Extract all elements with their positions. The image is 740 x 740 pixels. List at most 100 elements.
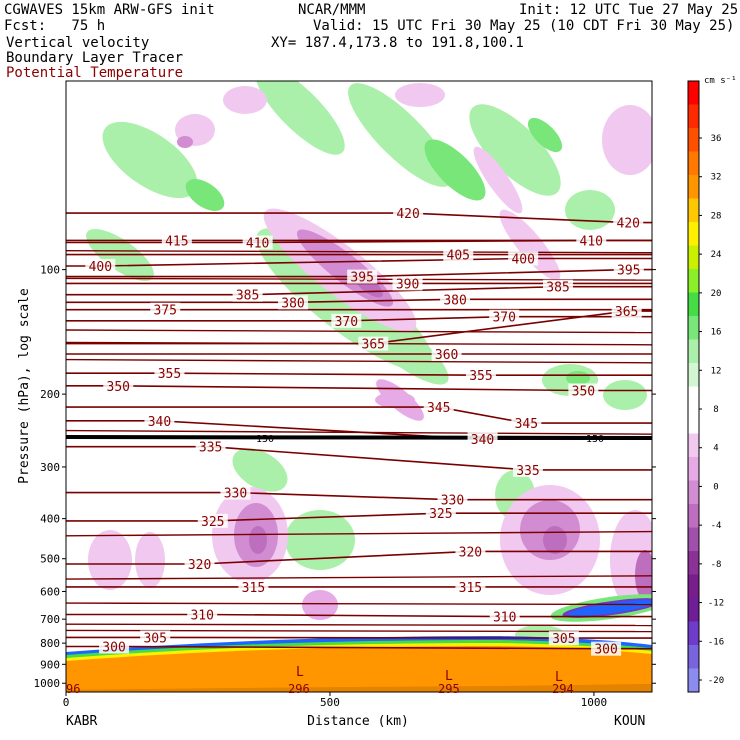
theta-label-bg [455,544,486,559]
surface-theta: 295 [438,682,460,696]
theta-label: 320 [459,545,482,560]
colorbar-swatch [688,269,699,293]
theta-contour-350 [66,385,652,392]
updraft-area [285,510,355,570]
model-title: CGWAVES 15km ARW-GFS init [4,2,215,18]
colorbar-swatch [688,386,699,411]
theta-contour [66,250,652,254]
colorbar-tick-label: 36 [711,134,722,144]
low-marker: L [555,670,563,685]
theta-label: 365 [615,305,638,320]
colorbar-swatch [688,457,699,481]
theta-contour-335 [66,445,652,471]
theta-label: 385 [236,289,259,304]
x-axis-label: Distance (km) [307,714,409,729]
theta-contour-305 [66,636,652,639]
y-tick-label: 100 [40,264,60,277]
init-time: Init: 12 UTC Tue 27 May 25 [519,2,739,18]
theta-label-bg [443,247,474,262]
updraft-area [565,190,615,230]
theta-label: 325 [201,515,224,530]
theta-label-bg [440,292,471,307]
colorbar-swatch [688,574,699,599]
theta-label-bg [150,302,181,317]
theta-label: 420 [396,207,419,222]
colorbar-tick-label: 28 [711,211,722,221]
downdraft-core [543,526,567,554]
y-tick-label: 900 [40,658,60,671]
theta-label-bg [576,233,607,248]
theta-label-bg [611,304,642,319]
theta-label-bg [220,485,251,500]
y-tick-label: 1000 [34,677,61,690]
surface-theta: 296 [288,682,310,696]
colorbar-swatch [688,316,699,340]
downdraft-area [135,532,165,588]
theta-label-bg [613,215,644,230]
x-axis: 0 500 1000 [63,692,607,709]
theta-label: 395 [617,264,640,279]
boundary-layer-top-line [65,435,653,440]
colorbar-swatch [688,128,699,152]
color-scale: 36 32 28 24 20 16 12 8 4 0 -4 -8 -12 -16 -20 [687,80,724,693]
surface-band [66,684,652,692]
colorbar-swatch [688,645,699,669]
colorbar-swatch [688,292,699,317]
theta-label-bg [161,233,192,248]
x-tick-label: 1000 [581,696,608,709]
theta-label-bg [455,579,486,594]
theta-label: 415 [165,234,188,249]
theta-label: 300 [102,640,125,655]
plot-frame [65,80,653,693]
theta-label-bg [511,416,542,431]
colorbar-tick-label: 32 [711,173,722,183]
colorbar-swatch [688,151,699,176]
theta-label: 370 [335,315,358,330]
theta-contour-330 [66,491,652,501]
colorbar-swatch [688,339,699,364]
theta-label-bg [568,383,599,398]
downdraft-area [88,530,132,590]
theta-label: 335 [199,441,222,456]
theta-label-bg [232,287,263,302]
y-tick-label: 600 [40,585,60,598]
theta-label-bg [489,609,520,624]
theta-label-bg [242,235,273,250]
y-tick-label: 800 [40,637,60,650]
colorbar-swatch [688,527,699,552]
theta-label-bg [467,432,498,447]
colorbar-swatch [688,104,699,129]
downdraft-area [395,83,445,107]
theta-label: 365 [362,338,385,353]
theta-label-bg [103,378,134,393]
theta-label-bg [99,639,130,654]
theta-contour-380 [66,298,652,304]
theta-label: 330 [224,487,247,502]
colorbar-swatch [688,245,699,270]
boundary-layer-tracer [66,646,652,692]
theta-label-bg [392,276,423,291]
colorbar-tick-label: 4 [713,444,718,454]
colorbar-tick-label: -8 [711,560,722,570]
theta-contour-325 [66,512,652,522]
theta-contour-345 [66,406,652,424]
theta-label: 410 [580,234,603,249]
updraft-area [469,104,561,196]
colorbar-tick-label: 20 [711,289,722,299]
theta-label-bg [195,439,226,454]
theta-label-bg [512,462,543,477]
theta-label-bg [425,506,456,521]
theta-label-bg [184,557,215,572]
y-tick-label: 200 [40,388,60,401]
colorbar-tick-label: 12 [711,366,722,376]
theta-label: 380 [443,293,466,308]
surface-theta: 294 [552,682,574,696]
theta-label-bg [331,313,362,328]
updraft-area [603,380,647,410]
colorbar-swatch [688,363,699,387]
downdraft-area [302,590,338,620]
field-pbl-tracer: Boundary Layer Tracer [6,50,184,66]
y-tick-label: 500 [40,553,60,566]
colorbar-frame [687,80,700,693]
colorbar-tick-label: 0 [713,482,718,492]
